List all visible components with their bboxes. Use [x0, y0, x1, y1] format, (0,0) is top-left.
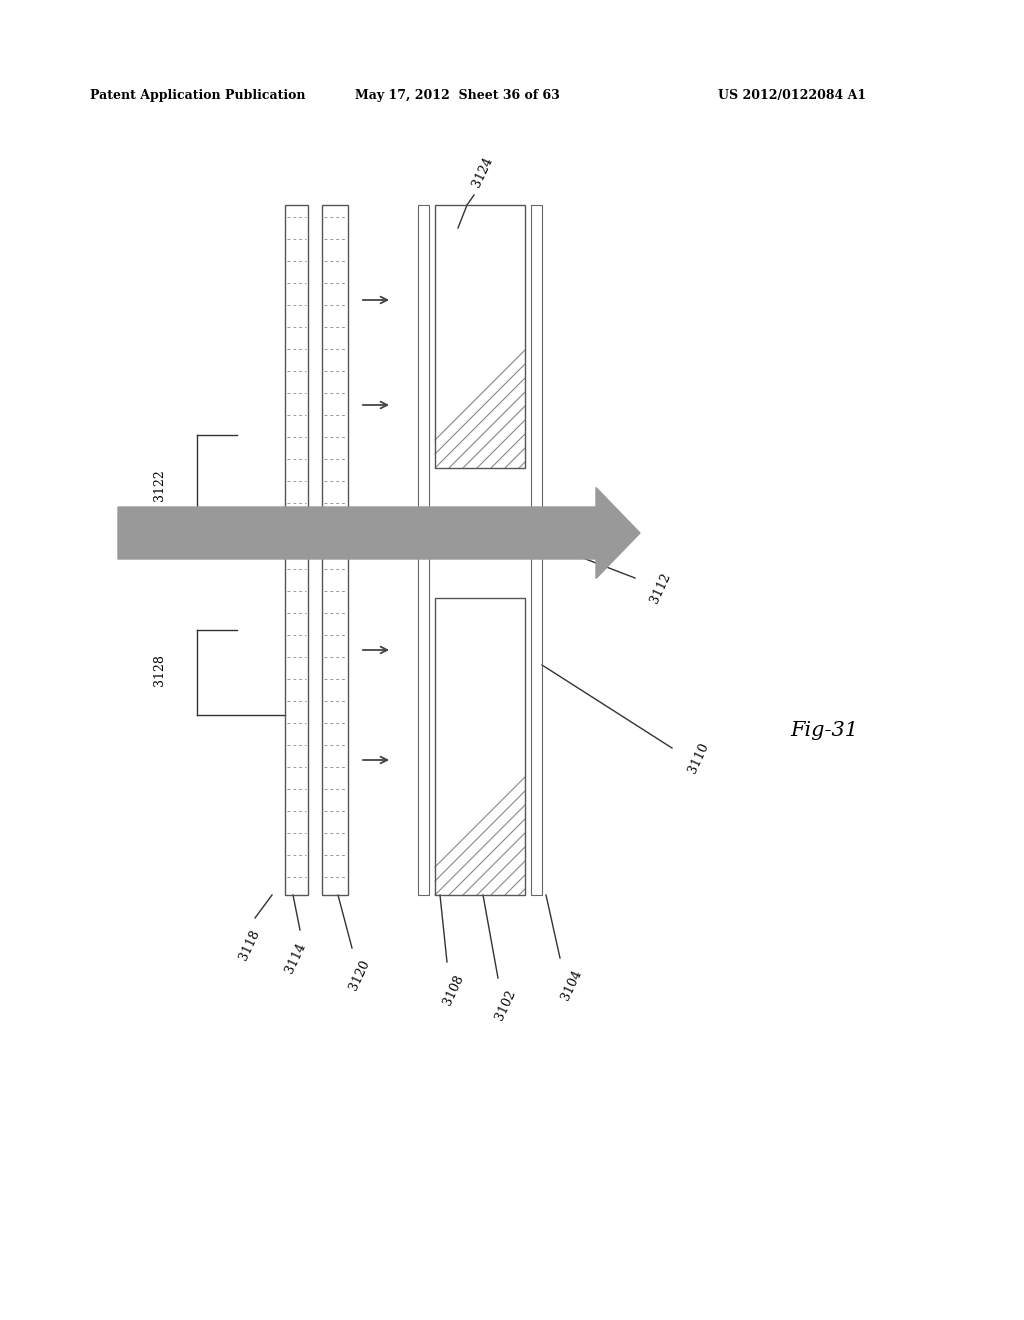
Text: 3102: 3102	[494, 987, 518, 1022]
Text: 3124: 3124	[470, 154, 496, 189]
Text: 3118: 3118	[238, 928, 262, 962]
Text: 3108: 3108	[441, 973, 467, 1007]
FancyArrow shape	[118, 487, 640, 578]
Text: 3128: 3128	[154, 655, 167, 686]
Text: May 17, 2012  Sheet 36 of 63: May 17, 2012 Sheet 36 of 63	[355, 88, 560, 102]
Text: 3120: 3120	[347, 958, 373, 993]
Text: 3112: 3112	[648, 570, 673, 605]
Bar	[435, 205, 525, 469]
Text: 3122: 3122	[154, 469, 167, 500]
Bar	[531, 205, 542, 895]
Bar	[418, 205, 429, 895]
Text: US 2012/0122084 A1: US 2012/0122084 A1	[718, 88, 866, 102]
Text: 3114: 3114	[284, 941, 308, 975]
Text: 3110: 3110	[686, 741, 712, 775]
Bar	[285, 205, 308, 895]
Text: Patent Application Publication: Patent Application Publication	[90, 88, 305, 102]
Bar	[322, 205, 348, 895]
Text: Fig-31: Fig-31	[790, 721, 858, 739]
Text: 3104: 3104	[559, 968, 585, 1002]
Bar	[435, 598, 525, 895]
